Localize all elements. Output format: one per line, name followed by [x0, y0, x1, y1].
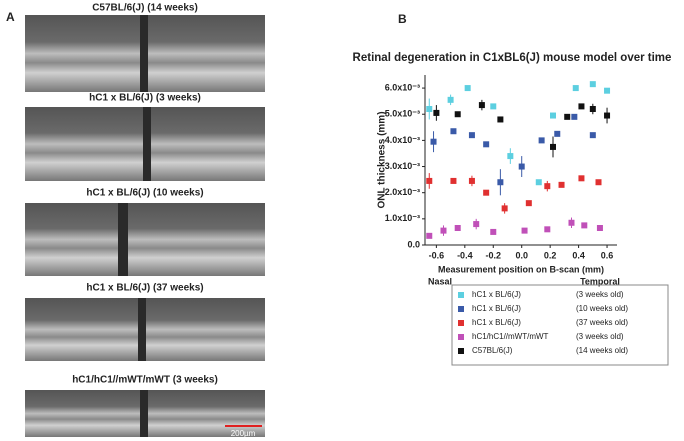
data-point: [604, 87, 611, 94]
data-point: [473, 221, 480, 228]
data-point: [550, 112, 556, 119]
legend-box: [451, 284, 669, 366]
data-point: [450, 177, 457, 184]
legend-label: hC1/hC1//mWT/mWT: [472, 332, 549, 341]
data-point: [589, 132, 596, 139]
data-point: [554, 130, 561, 137]
image-caption: hC1 x BL/6(J) (10 weeks): [86, 188, 203, 199]
legend-marker: [458, 334, 464, 340]
image-caption: hC1/hC1//mWT/mWT (3 weeks): [72, 375, 218, 386]
data-point: [483, 189, 490, 196]
x-tick-label: 0.0: [515, 250, 528, 260]
data-point: [535, 179, 542, 186]
data-point: [497, 116, 504, 123]
data-point: [433, 109, 440, 116]
legend-label: C57BL/6(J): [472, 346, 513, 355]
data-point: [490, 228, 497, 235]
data-point: [468, 132, 475, 139]
data-point: [595, 179, 602, 186]
data-point: [558, 181, 565, 188]
y-tick-label: 3.0x10⁻³: [385, 161, 420, 171]
y-axis-label: ONL thickness (mm): [377, 111, 388, 208]
data-point: [544, 226, 551, 233]
optic-nerve-shadows: [118, 15, 151, 437]
data-point: [521, 227, 528, 234]
annotation: Nasal: [428, 276, 452, 286]
panel-label: B: [398, 12, 407, 26]
oct-image: [25, 203, 265, 276]
x-tick-label: -0.6: [429, 250, 445, 260]
data-point: [581, 222, 588, 229]
data-point: [440, 227, 447, 234]
data-point: [464, 85, 471, 92]
y-tick-label: 5.0x10⁻³: [385, 109, 420, 119]
legend-marker: [458, 292, 464, 298]
image-caption: C57BL/6(J) (14 weeks): [92, 3, 198, 14]
data-point: [571, 113, 578, 120]
legend-age: (37 weeks old): [576, 318, 628, 327]
legend-marker: [458, 348, 464, 354]
x-axis-label: Measurement position on B-scan (mm): [438, 264, 604, 274]
data-point: [447, 96, 454, 103]
data-point: [430, 138, 437, 145]
data-point: [538, 137, 545, 144]
data-point: [604, 112, 611, 119]
data-point: [578, 175, 585, 182]
data-point: [596, 225, 603, 231]
data-point: [550, 143, 556, 150]
data-point: [450, 128, 457, 135]
data-point: [589, 81, 596, 88]
data-point: [490, 103, 497, 110]
x-tick-label: -0.4: [457, 250, 473, 260]
data-point: [426, 232, 433, 239]
y-tick-label: 6.0x10⁻³: [385, 82, 420, 92]
x-tick-label: 0.6: [601, 250, 614, 260]
legend-age: (3 weeks old): [576, 332, 624, 341]
data-point: [483, 141, 490, 148]
y-tick-label: 1.0x10⁻³: [385, 213, 420, 223]
data-point: [426, 106, 433, 112]
legend-label: hC1 x BL/6(J): [472, 304, 521, 313]
annotation: Temporal: [580, 276, 620, 286]
data-point: [507, 153, 514, 160]
y-tick-label: 0.0: [407, 239, 420, 249]
data-point: [525, 200, 532, 207]
data-point: [589, 106, 596, 112]
legend-label: hC1 x BL/6(J): [472, 290, 521, 299]
data-point: [568, 219, 575, 226]
legend-label: hC1 x BL/6(J): [472, 318, 521, 327]
legend-marker: [458, 320, 464, 326]
x-tick-label: -0.2: [486, 250, 502, 260]
data-point: [501, 205, 508, 212]
y-tick-label: 4.0x10⁻³: [385, 135, 420, 145]
legend-marker: [458, 306, 464, 312]
data-point: [454, 225, 461, 231]
legend-age: (10 weeks old): [576, 304, 628, 313]
image-caption: hC1 x BL/6(J) (37 weeks): [86, 283, 203, 294]
data-point: [518, 163, 525, 170]
oct-images: C57BL/6(J) (14 weeks) hC1 x BL/6(J) (3 w…: [25, 3, 265, 438]
scale-bar-label: 200µm: [231, 429, 256, 438]
data-point: [564, 113, 571, 120]
data-point: [426, 177, 433, 184]
legend-age: (14 weeks old): [576, 346, 628, 355]
x-tick-label: 0.2: [544, 250, 557, 260]
data-point: [497, 179, 504, 186]
data-point: [572, 85, 579, 92]
data-point: [468, 177, 475, 184]
data-point: [478, 102, 485, 109]
legend-age: (3 weeks old): [576, 290, 624, 299]
data-point: [578, 103, 585, 110]
x-tick-label: 0.4: [572, 250, 585, 260]
image-caption: hC1 x BL/6(J) (3 weeks): [89, 93, 201, 104]
data-point: [544, 183, 551, 190]
y-tick-label: 2.0x10⁻³: [385, 187, 420, 197]
panel-label: A: [6, 10, 15, 24]
chart-title: Retinal degeneration in C1xBL6(J) mouse …: [353, 52, 672, 64]
data-point: [454, 111, 461, 118]
